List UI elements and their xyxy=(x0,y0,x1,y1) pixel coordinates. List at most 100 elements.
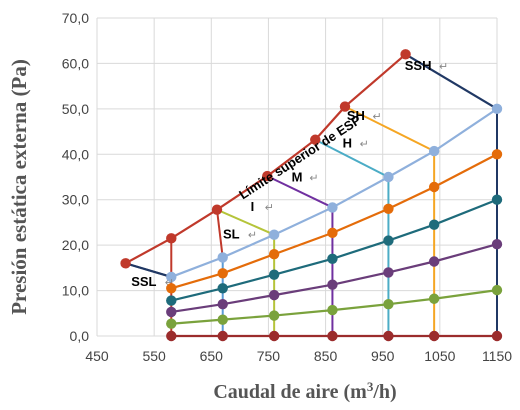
data-point xyxy=(120,258,131,269)
return-arrow-icon: ↵ xyxy=(248,228,257,241)
data-point xyxy=(268,310,280,321)
data-point xyxy=(491,194,503,205)
data-point xyxy=(428,181,440,193)
return-arrow-icon: ↵ xyxy=(439,60,448,73)
zone-label: SSH xyxy=(405,58,432,73)
x-axis-label-main: Caudal de aire (m xyxy=(213,381,367,403)
data-point xyxy=(217,314,228,325)
data-point xyxy=(217,268,228,279)
return-arrow-icon: ↵ xyxy=(165,276,174,289)
boundary-line xyxy=(216,208,275,236)
series-lines xyxy=(125,53,498,338)
data-point xyxy=(166,295,177,306)
data-point xyxy=(383,235,394,246)
return-arrow-icon: ↵ xyxy=(309,172,318,185)
data-point xyxy=(268,249,280,260)
x-tick-label: 650 xyxy=(200,348,224,364)
data-point xyxy=(166,233,177,244)
data-point xyxy=(428,219,440,230)
y-tick-label: 10,0 xyxy=(62,283,89,299)
x-tick-label: 450 xyxy=(85,348,109,364)
x-tick-labels: 450 550 650 750 850 950 1050 1150 xyxy=(85,348,512,364)
boundary-line xyxy=(314,138,389,178)
data-point xyxy=(491,149,503,160)
data-point xyxy=(491,239,503,250)
data-point xyxy=(428,145,440,157)
x-tick-label: 850 xyxy=(314,348,338,364)
data-point xyxy=(428,256,440,267)
data-point xyxy=(268,269,280,280)
boundary-line xyxy=(216,209,224,258)
data-point xyxy=(268,330,280,342)
return-arrow-icon: ↵ xyxy=(360,137,369,150)
data-point xyxy=(217,330,228,342)
data-point xyxy=(268,229,280,240)
x-tick-label: 1150 xyxy=(482,348,512,364)
zone-label: I xyxy=(251,199,255,214)
zone-label: SH xyxy=(347,108,365,123)
data-point xyxy=(383,203,394,214)
data-point xyxy=(428,330,440,342)
series-line xyxy=(170,153,498,290)
y-tick-label: 30,0 xyxy=(62,192,89,208)
x-axis-label-unit: /h) xyxy=(372,381,396,403)
data-point xyxy=(339,101,351,112)
zone-label: SL xyxy=(223,226,240,241)
y-axis-label: Presión estática externa (Pa) xyxy=(7,59,31,315)
data-point xyxy=(491,330,503,342)
x-axis-label: Caudal de aire (m3/h) xyxy=(213,379,396,403)
data-point xyxy=(400,49,411,60)
data-point xyxy=(166,306,177,318)
data-point xyxy=(491,103,503,115)
data-point xyxy=(217,252,228,263)
data-point xyxy=(327,330,338,342)
y-tick-label: 50,0 xyxy=(62,101,89,117)
data-point xyxy=(166,283,177,294)
data-point xyxy=(327,227,338,239)
y-tick-labels: 0,0 10,0 20,0 30,0 40,0 50,0 60,0 70,0 xyxy=(62,10,89,344)
boundary-lines xyxy=(125,105,435,278)
data-point xyxy=(262,170,273,182)
data-point xyxy=(491,284,503,296)
x-tick-label: 950 xyxy=(371,348,395,364)
boundary-line xyxy=(344,105,435,153)
boundary-label: Límite superior de ESP xyxy=(236,112,364,202)
x-tick-label: 550 xyxy=(142,348,166,364)
y-tick-label: 40,0 xyxy=(62,146,89,162)
data-point xyxy=(327,279,338,290)
x-tick-label: 1050 xyxy=(424,348,455,364)
data-point xyxy=(268,289,280,301)
zone-label: M xyxy=(292,170,303,185)
zone-annotations: SSH ↵ SH ↵ H ↵ M ↵ I ↵ SL ↵ SSL ↵ xyxy=(131,58,448,289)
series-line xyxy=(405,53,498,110)
data-point xyxy=(327,304,338,316)
data-point xyxy=(166,318,177,329)
data-point xyxy=(383,299,394,310)
boundary-line xyxy=(266,175,333,209)
data-point xyxy=(166,271,177,283)
data-point xyxy=(217,299,228,310)
y-tick-label: 0,0 xyxy=(70,328,90,344)
data-point xyxy=(327,202,338,213)
x-tick-label: 750 xyxy=(257,348,281,364)
data-point xyxy=(383,267,394,278)
y-tick-label: 70,0 xyxy=(62,10,89,26)
zone-label: SSL xyxy=(131,274,156,289)
data-point xyxy=(383,171,394,183)
data-point xyxy=(327,253,338,264)
return-arrow-icon: ↵ xyxy=(265,201,274,214)
data-points xyxy=(120,49,503,342)
data-point xyxy=(428,293,440,304)
y-tick-label: 20,0 xyxy=(62,237,89,253)
data-point xyxy=(211,204,223,215)
zone-label: H xyxy=(343,135,352,150)
data-point xyxy=(383,330,394,342)
x-axis-label-sup: 3 xyxy=(367,379,374,394)
y-tick-label: 60,0 xyxy=(62,55,89,71)
data-point xyxy=(166,330,177,342)
data-point xyxy=(217,283,228,294)
boundary-line xyxy=(125,262,172,278)
return-arrow-icon: ↵ xyxy=(372,110,381,123)
data-point xyxy=(310,134,321,145)
